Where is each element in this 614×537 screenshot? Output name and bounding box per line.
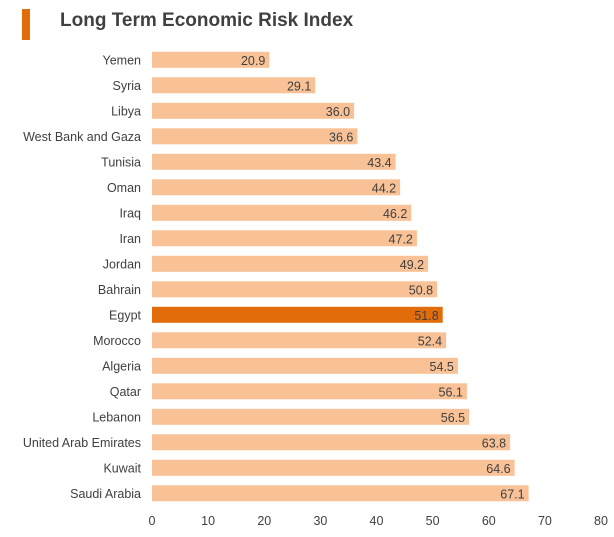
value-label-oman: 44.2 <box>372 181 396 195</box>
x-tick-label-80: 80 <box>594 514 608 528</box>
value-label-qatar: 56.1 <box>439 385 463 399</box>
x-tick-label-0: 0 <box>149 514 156 528</box>
category-label-qatar: Qatar <box>110 385 141 399</box>
value-label-iraq: 46.2 <box>383 207 407 221</box>
x-tick-label-10: 10 <box>201 514 215 528</box>
value-label-egypt: 51.8 <box>414 309 438 323</box>
bar-morocco <box>152 332 447 349</box>
bar-qatar <box>152 383 467 400</box>
x-tick-label-20: 20 <box>257 514 271 528</box>
value-label-libya: 36.0 <box>326 105 350 119</box>
bar-oman <box>152 179 401 196</box>
value-label-bahrain: 50.8 <box>409 283 433 297</box>
value-label-morocco: 52.4 <box>418 334 442 348</box>
category-label-iraq: Iraq <box>119 206 141 220</box>
category-label-tunisia: Tunisia <box>101 155 141 169</box>
x-tick-label-70: 70 <box>538 514 552 528</box>
value-label-saudi-arabia: 67.1 <box>500 487 524 501</box>
bar-saudi-arabia <box>152 485 529 502</box>
value-label-algeria: 54.5 <box>430 360 454 374</box>
category-label-kuwait: Kuwait <box>103 461 141 475</box>
category-label-saudi-arabia: Saudi Arabia <box>70 487 141 501</box>
bar-bahrain <box>152 281 438 298</box>
category-label-algeria: Algeria <box>102 359 141 373</box>
category-label-egypt: Egypt <box>109 308 141 322</box>
category-label-jordan: Jordan <box>103 257 141 271</box>
value-label-west-bank-and-gaza: 36.6 <box>329 130 353 144</box>
bar-lebanon <box>152 408 470 425</box>
title-accent-bar <box>22 9 30 40</box>
category-label-bahrain: Bahrain <box>98 283 141 297</box>
x-tick-label-40: 40 <box>370 514 384 528</box>
value-label-iran: 47.2 <box>389 232 413 246</box>
bar-libya <box>152 102 355 119</box>
bar-kuwait <box>152 459 515 476</box>
category-label-yemen: Yemen <box>103 53 142 67</box>
category-label-morocco: Morocco <box>93 334 141 348</box>
value-label-kuwait: 64.6 <box>486 462 510 476</box>
category-label-united-arab-emirates: United Arab Emirates <box>23 436 141 450</box>
value-label-yemen: 20.9 <box>241 54 265 68</box>
bar-syria <box>152 77 316 94</box>
bar-jordan <box>152 255 429 272</box>
bar-united-arab-emirates <box>152 434 511 451</box>
value-label-united-arab-emirates: 63.8 <box>482 436 506 450</box>
bar-egypt <box>152 306 443 323</box>
chart-title: Long Term Economic Risk Index <box>60 10 354 31</box>
category-label-lebanon: Lebanon <box>92 410 141 424</box>
bar-tunisia <box>152 153 396 170</box>
category-label-oman: Oman <box>107 181 141 195</box>
x-tick-label-30: 30 <box>313 514 327 528</box>
value-label-tunisia: 43.4 <box>367 156 391 170</box>
bar-algeria <box>152 357 458 374</box>
category-label-libya: Libya <box>111 104 141 118</box>
x-tick-label-60: 60 <box>482 514 496 528</box>
category-label-west-bank-and-gaza: West Bank and Gaza <box>23 130 141 144</box>
bar-west-bank-and-gaza <box>152 128 358 145</box>
value-label-syria: 29.1 <box>287 79 311 93</box>
category-label-iran: Iran <box>119 232 141 246</box>
value-label-lebanon: 56.5 <box>441 411 465 425</box>
bar-iran <box>152 230 417 247</box>
bar-yemen <box>152 51 270 68</box>
value-label-jordan: 49.2 <box>400 258 424 272</box>
category-label-syria: Syria <box>113 79 142 93</box>
bar-iraq <box>152 204 412 221</box>
x-tick-label-50: 50 <box>426 514 440 528</box>
